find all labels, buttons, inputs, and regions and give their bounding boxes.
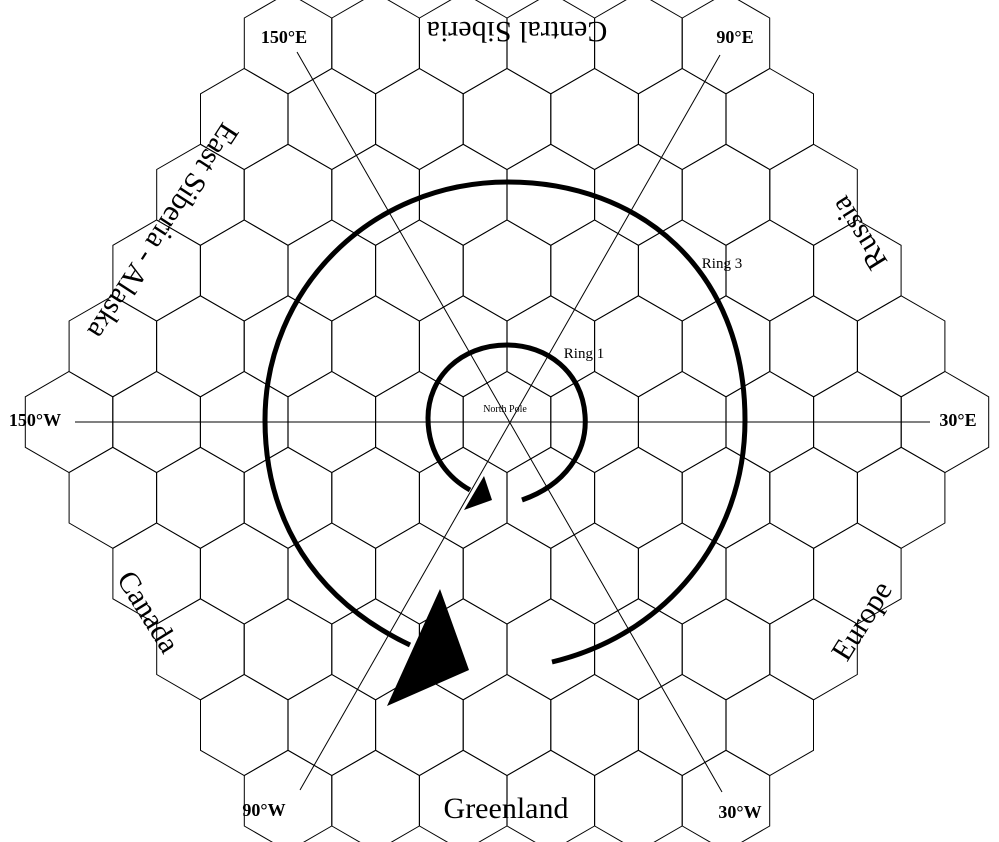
region-canada: Canada	[110, 565, 186, 659]
label-north-pole: North Pole	[483, 404, 527, 415]
hex-cell	[331, 0, 420, 95]
hex-cell	[200, 673, 289, 777]
hex-cell	[462, 67, 552, 171]
hex-cell	[287, 67, 376, 171]
ring-1-path	[425, 342, 588, 503]
label-30w: 30°W	[718, 802, 761, 822]
hex-cell	[243, 143, 333, 246]
hex-cell	[638, 67, 727, 171]
hex-cell	[638, 673, 727, 777]
hex-cell	[638, 522, 727, 625]
hex-cell	[331, 295, 420, 398]
hex-cell	[287, 673, 376, 777]
hex-cell	[200, 219, 289, 322]
hex-cell	[156, 295, 245, 398]
hex-cell	[681, 143, 771, 246]
hex-cell	[594, 143, 683, 246]
hex-cell	[857, 446, 946, 549]
label-90w: 90°W	[242, 800, 285, 820]
hex-cell	[725, 522, 814, 625]
label-90e: 90°E	[716, 27, 753, 47]
hex-cell	[550, 673, 639, 777]
hex-cell	[594, 295, 683, 398]
hex-cell	[331, 749, 420, 842]
hex-cell	[681, 295, 771, 398]
label-ring-3: Ring 3	[702, 256, 742, 272]
ring-3-arrowhead	[387, 589, 469, 706]
hex-cell	[550, 522, 639, 625]
ring-3-path	[262, 179, 748, 665]
label-150e: 150°E	[261, 27, 307, 47]
hex-cell	[287, 219, 376, 322]
ring-1-arrowhead	[464, 476, 492, 510]
hex-cell	[462, 673, 552, 777]
label-ring-1: Ring 1	[564, 346, 604, 362]
hex-cell	[857, 295, 946, 398]
hex-cell	[681, 749, 771, 842]
hex-cell	[243, 598, 333, 701]
hex-cell	[681, 446, 771, 549]
hex-cell	[200, 522, 289, 625]
hex-cell	[506, 143, 595, 246]
region-east-siberia-alaska: East Siberia - Alaska	[81, 117, 245, 345]
meridian-lines	[75, 51, 930, 793]
hex-cell	[243, 749, 333, 842]
label-150w: 150°W	[9, 410, 61, 430]
hex-cell	[462, 219, 552, 322]
region-central-siberia: Central Siberia	[427, 15, 608, 48]
hex-cell	[725, 67, 814, 171]
hex-cell	[550, 219, 639, 322]
hex-cell	[594, 749, 683, 842]
hex-cell	[287, 522, 376, 625]
hex-cell	[725, 673, 814, 777]
region-europe: Europe	[825, 575, 899, 666]
hex-cell	[156, 446, 245, 549]
hex-cell	[769, 295, 858, 398]
label-30e: 30°E	[939, 410, 976, 430]
hex-cell	[506, 446, 595, 549]
hex-cell	[769, 446, 858, 549]
region-greenland: Greenland	[444, 792, 569, 825]
hex-cell	[681, 598, 771, 701]
hex-cell	[243, 295, 333, 398]
hex-cell	[550, 67, 639, 171]
hex-cell	[331, 143, 420, 246]
hex-cell	[375, 522, 464, 625]
hex-cell	[462, 522, 552, 625]
meridian-line-90e-90w	[299, 54, 721, 791]
hex-cell	[375, 219, 464, 322]
meridian-line-150e-30w	[296, 51, 723, 793]
hex-cell	[594, 446, 683, 549]
hex-cell	[419, 446, 508, 549]
hex-cell	[331, 446, 420, 549]
hex-cell	[594, 598, 683, 701]
hex-cell	[68, 446, 157, 549]
hex-cell	[506, 598, 595, 701]
hex-cell	[900, 370, 990, 474]
hex-cell	[375, 67, 464, 171]
hex-grid	[24, 0, 990, 842]
